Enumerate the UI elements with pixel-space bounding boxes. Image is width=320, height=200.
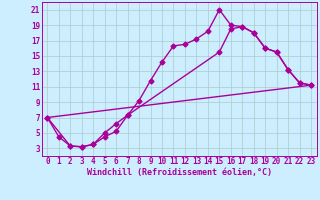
X-axis label: Windchill (Refroidissement éolien,°C): Windchill (Refroidissement éolien,°C) (87, 168, 272, 177)
